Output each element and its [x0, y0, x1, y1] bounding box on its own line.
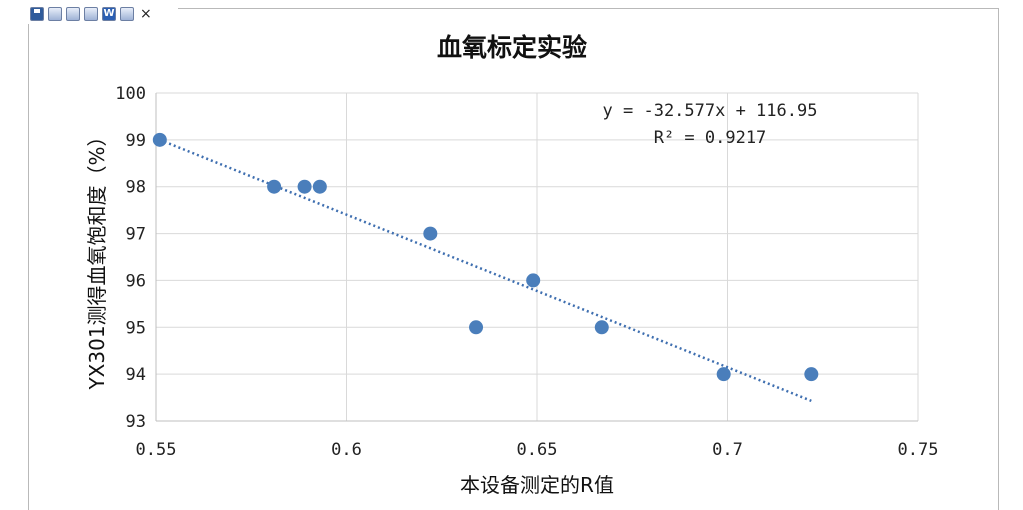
data-point — [469, 320, 484, 335]
y-axis-label: YX301测得血氧饱和度（%） — [85, 126, 109, 390]
chart-frame-right — [998, 8, 999, 510]
data-point — [594, 320, 609, 335]
chart-frame-left — [28, 24, 29, 510]
print-preview-icon[interactable] — [84, 7, 98, 21]
y-tick-label: 96 — [126, 271, 146, 291]
toolbar: W × — [30, 4, 152, 24]
data-point — [312, 179, 327, 194]
data-point — [716, 367, 731, 382]
y-tick-label: 99 — [126, 131, 146, 151]
gridlines — [155, 92, 919, 422]
data-point — [526, 273, 541, 288]
y-tick-label: 98 — [126, 178, 146, 198]
data-point — [423, 226, 438, 241]
trendline-layer — [159, 138, 812, 403]
chart-frame-top — [178, 8, 999, 9]
data-point — [267, 179, 282, 194]
y-tick-label: 100 — [115, 84, 146, 104]
data-point — [804, 367, 819, 382]
x-axis-label: 本设备测定的R值 — [460, 473, 614, 497]
trendline-equation: y = -32.577x + 116.95 — [603, 101, 818, 121]
chart-title: 血氧标定实验 — [437, 33, 587, 62]
x-tick-label: 0.7 — [712, 440, 743, 460]
data-point — [297, 179, 312, 194]
y-tick-label: 94 — [126, 365, 146, 385]
y-tick-label: 95 — [126, 318, 146, 338]
trendline-r-squared: R² = 0.9217 — [654, 128, 767, 148]
edit-icon[interactable] — [120, 7, 134, 21]
x-tick-label: 0.75 — [898, 440, 939, 460]
close-icon[interactable]: × — [140, 6, 152, 22]
x-tick-label: 0.6 — [331, 440, 362, 460]
data-points — [152, 132, 819, 382]
print-icon[interactable] — [66, 7, 80, 21]
y-tick-label: 93 — [126, 412, 146, 432]
x-tick-label: 0.65 — [517, 440, 558, 460]
tick-labels: 93 94 95 96 97 98 99 100 0.55 0.6 0.65 0.7 0.75 — [115, 84, 938, 460]
linear-trendline — [159, 138, 812, 403]
copy-icon[interactable] — [48, 7, 62, 21]
word-export-icon[interactable]: W — [102, 7, 116, 21]
save-icon[interactable] — [30, 7, 44, 21]
y-tick-label: 97 — [126, 225, 146, 245]
data-point — [152, 132, 167, 147]
x-tick-label: 0.55 — [136, 440, 177, 460]
